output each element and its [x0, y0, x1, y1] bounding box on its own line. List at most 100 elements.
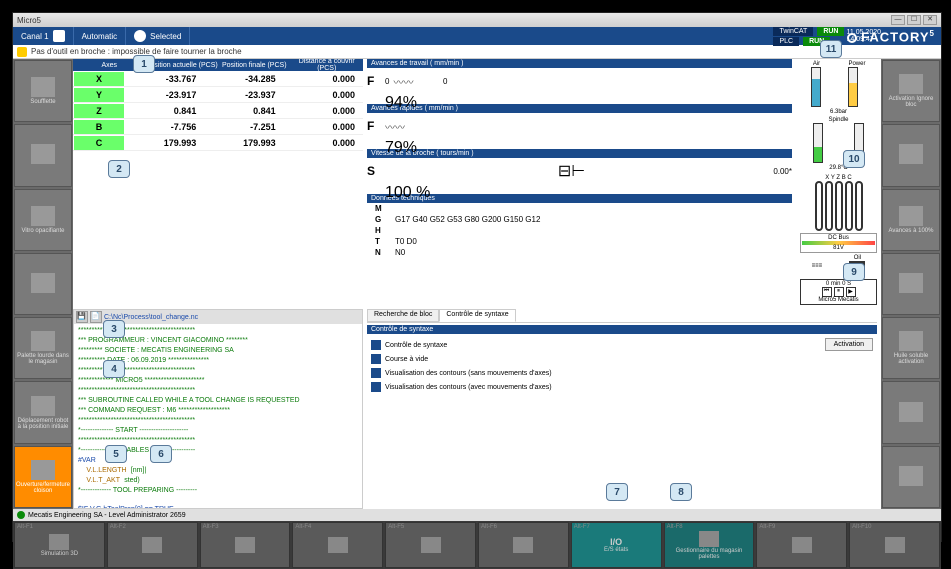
- sidebar-button[interactable]: Palette lourde dans le magasin: [14, 317, 72, 379]
- syntax-option[interactable]: Visualisation des contours (sans mouveme…: [371, 366, 873, 380]
- axis-row: C179.993179.9930.000: [73, 135, 363, 151]
- sidebar-button[interactable]: Vitro opacifiante: [14, 189, 72, 251]
- bottom-button[interactable]: Alt-F1Simulation 3D: [14, 522, 105, 568]
- bottom-button[interactable]: Alt-F7I/OE/S états: [571, 522, 662, 568]
- syntax-option[interactable]: Contrôle de syntaxe: [371, 338, 825, 352]
- axis-table: AxesPosition actuelle (PCS)Position fina…: [73, 59, 363, 309]
- feed-work: Avances de travail ( mm/min ) F 0 〰〰 0 9…: [367, 59, 792, 102]
- sidebar-button[interactable]: Huile soluble activation: [882, 317, 940, 379]
- top-bar: Canal 1 Automatic Selected TwinCAT RUN P…: [13, 27, 941, 45]
- window-title: Micro5: [17, 16, 41, 25]
- channel-selector[interactable]: Canal 1: [13, 27, 74, 45]
- annotation-marker: 2: [108, 160, 130, 178]
- axis-gauge-b: [845, 181, 853, 231]
- annotation-marker: 7: [606, 483, 628, 501]
- bottom-button[interactable]: Alt-F2: [107, 522, 198, 568]
- sidebar-button[interactable]: [882, 124, 940, 186]
- sidebar-button[interactable]: Ouverture/fermeture cloison: [14, 446, 72, 508]
- axis-row: Y-23.917-23.9370.000: [73, 87, 363, 103]
- tech-data: Données techniques MGG17 G40 G52 G53 G80…: [367, 194, 792, 258]
- close-button[interactable]: ✕: [923, 15, 937, 25]
- sidebar-button[interactable]: [882, 446, 940, 508]
- syntax-option[interactable]: Course à vide: [371, 352, 873, 366]
- timer-prev-button[interactable]: ⏮: [822, 287, 832, 297]
- code-pane: 💾 📄 C:\Nc\Process\tool_change.nc *******…: [73, 309, 363, 509]
- plc-status: PLC: [773, 37, 799, 46]
- annotation-marker: 3: [103, 320, 125, 338]
- axis-gauge-y: [825, 181, 833, 231]
- bottom-button[interactable]: Alt-F5: [385, 522, 476, 568]
- timer-pause-button[interactable]: ⏸: [834, 287, 844, 297]
- bottom-button[interactable]: Alt-F6: [478, 522, 569, 568]
- syntax-pane: Recherche de bloc Contrôle de syntaxe Co…: [363, 309, 881, 509]
- sidebar-button[interactable]: [882, 381, 940, 443]
- channel-icon: [53, 30, 65, 42]
- code-open-button[interactable]: 📄: [90, 311, 102, 323]
- state-label: Selected: [150, 32, 181, 41]
- axis-gauge-c: [855, 181, 863, 231]
- axis-row: B-7.756-7.2510.000: [73, 119, 363, 135]
- tab-block-search[interactable]: Recherche de bloc: [367, 309, 439, 322]
- annotation-marker: 11: [820, 40, 842, 58]
- sidebar-button[interactable]: Avances à 100%: [882, 189, 940, 251]
- twincat-status: TwinCAT: [773, 27, 813, 36]
- minimize-button[interactable]: ―: [891, 15, 905, 25]
- axis-gauge-x: [815, 181, 823, 231]
- sidebar-button[interactable]: Soufflette: [14, 60, 72, 122]
- feed-rapid-slider[interactable]: 79%: [385, 139, 792, 147]
- annotation-marker: 6: [150, 445, 172, 463]
- left-sidebar: Soufflette Vitro opacifiante Palette lourd…: [13, 59, 73, 509]
- channel-label: Canal 1: [21, 32, 49, 41]
- bottom-button[interactable]: Alt-F9: [756, 522, 847, 568]
- feed-work-slider[interactable]: 94%: [385, 94, 792, 102]
- spindle-temp-gauge: [813, 123, 823, 163]
- annotation-marker: 8: [670, 483, 692, 501]
- gauges-panel: Air Power 6.3bar Spindle 29.8°C X Y Z B …: [796, 59, 881, 309]
- timer-panel: 0 min 0 S ⏮ ⏸ ▶ Micro5 Mecatis: [800, 279, 877, 305]
- tab-syntax-check[interactable]: Contrôle de syntaxe: [439, 309, 515, 322]
- dcbus-gauge: DC Bus 81V: [800, 233, 877, 253]
- feed-spindle-slider[interactable]: 100 %: [385, 184, 792, 192]
- annotation-marker: 9: [843, 263, 865, 281]
- annotation-marker: 10: [843, 150, 865, 168]
- annotation-marker: 4: [103, 360, 125, 378]
- wave-icon: 〰〰: [393, 74, 413, 89]
- mode-selector[interactable]: Automatic: [74, 27, 127, 45]
- activation-button[interactable]: Activation: [825, 338, 873, 351]
- mode-label: Automatic: [82, 32, 118, 41]
- status-text: Mecatis Engineering SA - Level Administr…: [28, 512, 186, 519]
- sidebar-button[interactable]: Activation Ignore bloc: [882, 60, 940, 122]
- air-gauge: [811, 67, 821, 107]
- sidebar-button[interactable]: [14, 124, 72, 186]
- code-editor[interactable]: ****************************************…: [74, 324, 362, 508]
- timer-play-button[interactable]: ▶: [846, 287, 856, 297]
- twincat-run: RUN: [817, 27, 844, 36]
- axis-row: Z0.8410.8410.000: [73, 103, 363, 119]
- bottom-button[interactable]: Alt-F3: [200, 522, 291, 568]
- annotation-marker: 5: [105, 445, 127, 463]
- window-titlebar: Micro5 ― ☐ ✕: [13, 13, 941, 27]
- sidebar-button[interactable]: Déplacement robot à la position initiale: [14, 381, 72, 443]
- power-icon: [134, 30, 146, 42]
- wave-icon: 〰〰: [385, 119, 405, 134]
- bottom-button[interactable]: Alt-F8Gestionnaire du magasin palettes: [664, 522, 755, 568]
- sidebar-button[interactable]: [882, 253, 940, 315]
- annotation-marker: 1: [133, 55, 155, 73]
- code-save-button[interactable]: 💾: [76, 311, 88, 323]
- syntax-option[interactable]: Visualisation des contours (avec mouveme…: [371, 380, 873, 394]
- status-icon: [17, 511, 25, 519]
- warning-icon: [17, 47, 27, 57]
- power-gauge: [848, 67, 858, 107]
- axis-row: X-33.767-34.2850.000: [73, 71, 363, 87]
- bottom-button[interactable]: Alt-F10: [849, 522, 940, 568]
- right-sidebar: Activation Ignore bloc Avances à 100% Huil…: [881, 59, 941, 509]
- factory5-logo: FACTORY5: [847, 29, 935, 44]
- maximize-button[interactable]: ☐: [907, 15, 921, 25]
- spindle-icon: ⊟⊢: [385, 161, 758, 181]
- sidebar-button[interactable]: [14, 253, 72, 315]
- bottom-button[interactable]: Alt-F4: [292, 522, 383, 568]
- axis-gauge-z: [835, 181, 843, 231]
- state-selector[interactable]: Selected: [126, 27, 190, 45]
- status-bar: Mecatis Engineering SA - Level Administr…: [13, 509, 941, 521]
- bottom-bar: Alt-F1Simulation 3DAlt-F2Alt-F3Alt-F4Alt…: [13, 521, 941, 569]
